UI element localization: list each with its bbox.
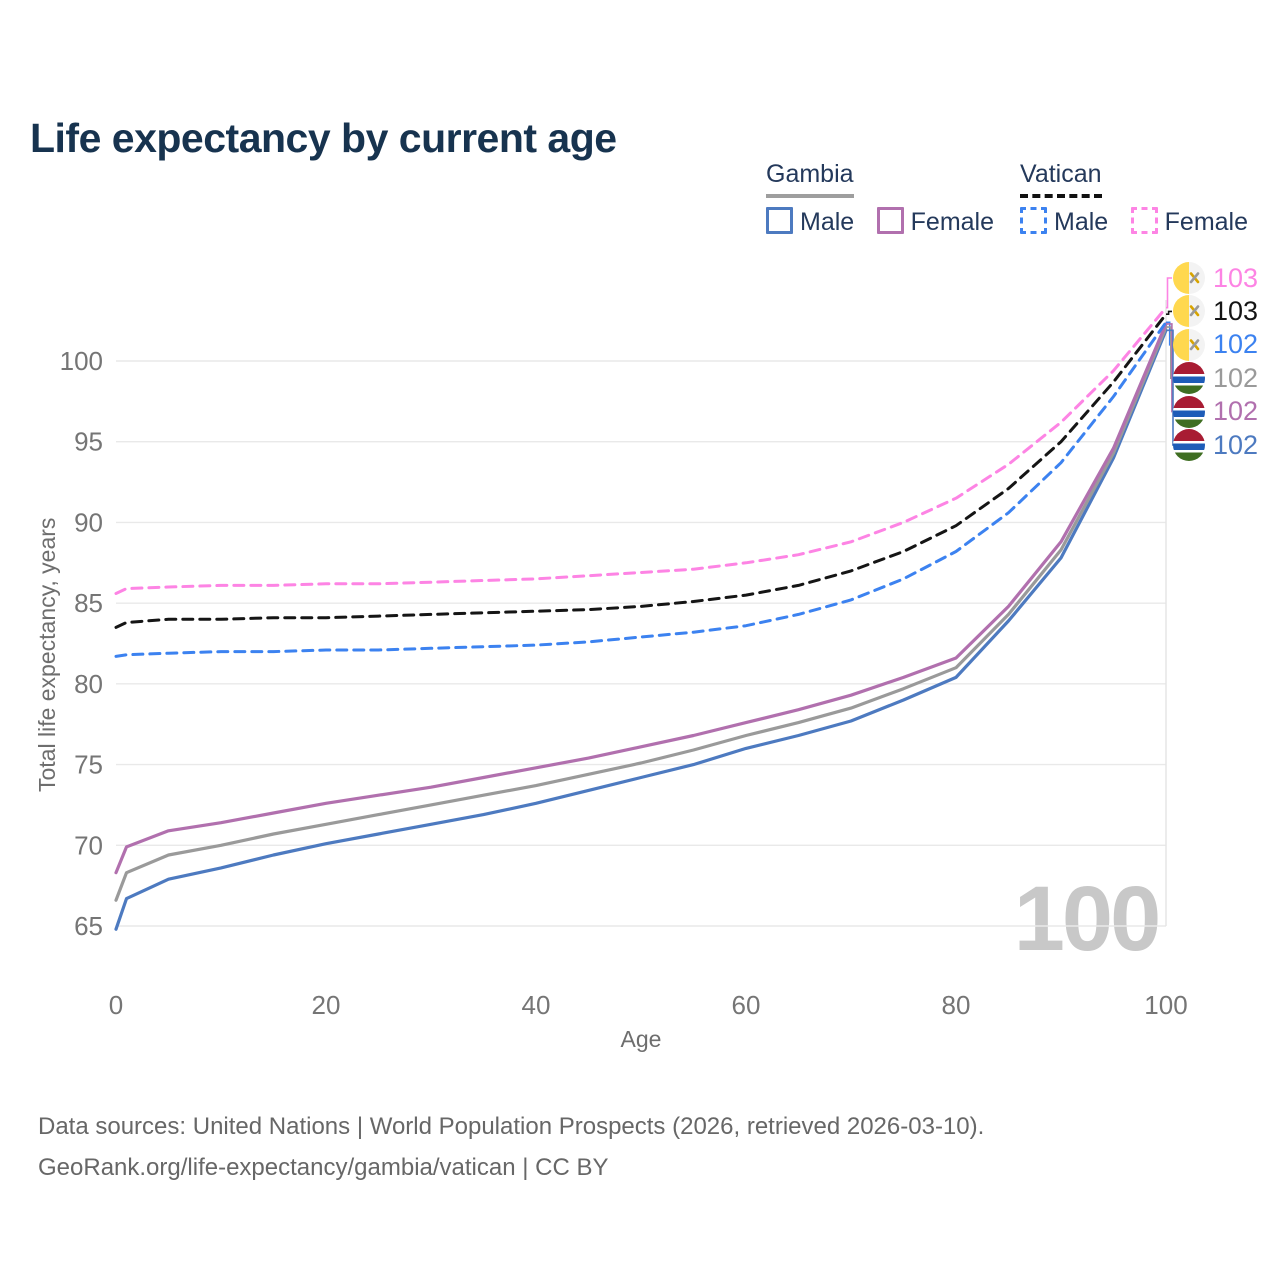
end-label-value: 102 xyxy=(1213,362,1259,393)
footer: Data sources: United Nations | World Pop… xyxy=(38,1106,984,1188)
legend-item-vatican-female[interactable]: Female xyxy=(1130,207,1249,237)
y-tick-label: 75 xyxy=(74,750,103,780)
end-label-vatican_both: 103 xyxy=(1173,295,1259,328)
legend-item-vatican-male[interactable]: Male xyxy=(1020,207,1108,237)
y-tick-label: 70 xyxy=(74,830,103,860)
x-tick-label: 80 xyxy=(942,990,971,1020)
series-line-gambia_female xyxy=(114,322,1168,875)
end-label-value: 102 xyxy=(1213,396,1259,427)
series-line-vatican_male xyxy=(114,320,1168,658)
end-label-gambia_male: 102 xyxy=(1173,429,1258,461)
end-label-value: 102 xyxy=(1213,329,1259,360)
footer-attribution: GeoRank.org/life-expectancy/gambia/vatic… xyxy=(38,1154,609,1181)
end-label-value: 102 xyxy=(1213,429,1259,460)
y-tick-label: 90 xyxy=(74,507,103,537)
vatican-flag-icon xyxy=(1173,295,1205,328)
series-line-gambia_male xyxy=(114,328,1168,931)
y-tick-label: 65 xyxy=(74,911,103,941)
y-tick-label: 95 xyxy=(74,427,103,457)
legend-item-label: Male xyxy=(1054,208,1109,236)
x-tick-label: 100 xyxy=(1144,990,1187,1020)
end-label-vatican_male: 102 xyxy=(1173,328,1259,361)
x-axis-title: Age xyxy=(620,1026,662,1052)
legend-item-gambia-male[interactable]: Male xyxy=(766,207,854,237)
gambia-flag-icon xyxy=(1173,395,1205,428)
footer-sources: Data sources: United Nations | World Pop… xyxy=(38,1113,985,1140)
end-label-vatican_female: 103 xyxy=(1173,262,1258,294)
legend-item-label: Female xyxy=(1164,208,1249,236)
leader-line-gambia_male xyxy=(1166,329,1174,446)
leader-line-vatican_female xyxy=(1166,277,1172,309)
y-tick-label: 85 xyxy=(74,588,103,618)
legend-country-gambia: Gambia xyxy=(766,160,854,198)
series-line-vatican_both xyxy=(114,312,1168,629)
watermark-age: 100 xyxy=(1014,868,1159,970)
x-tick-label: 60 xyxy=(732,990,761,1020)
x-tick-label: 40 xyxy=(522,990,551,1020)
legend-group-gambia: Gambia Male Female xyxy=(766,160,1012,237)
series-line-gambia_both xyxy=(114,325,1168,902)
legend-item-gambia-female[interactable]: Female xyxy=(876,207,995,237)
gambia-male-swatch-icon xyxy=(766,207,793,234)
leader-line-gambia_female xyxy=(1166,323,1173,413)
end-label-value: 103 xyxy=(1213,295,1259,326)
y-axis-title: Total life expectancy, years xyxy=(34,517,60,792)
x-tick-label: 20 xyxy=(312,990,341,1020)
page-title: Life expectancy by current age xyxy=(30,115,617,162)
y-tick-label: 100 xyxy=(60,346,103,376)
vatican-male-swatch-icon xyxy=(1020,207,1047,234)
legend-item-label: Female xyxy=(910,208,995,236)
vatican-female-swatch-icon xyxy=(1130,207,1158,234)
end-label-gambia_both: 102 xyxy=(1173,362,1259,395)
gambia-female-swatch-icon xyxy=(876,207,904,234)
legend-country-vatican: Vatican xyxy=(1020,160,1102,198)
gambia-flag-icon xyxy=(1173,429,1205,461)
x-tick-label: 0 xyxy=(109,990,123,1020)
leader-line-vatican_both xyxy=(1166,310,1172,315)
end-label-gambia_female: 102 xyxy=(1173,395,1259,428)
y-tick-label: 80 xyxy=(74,669,103,699)
series-line-vatican_female xyxy=(114,306,1168,595)
legend-group-vatican: Vatican Male Female xyxy=(1020,160,1266,237)
vatican-flag-icon xyxy=(1173,262,1205,294)
gambia-flag-icon xyxy=(1173,362,1205,395)
vatican-flag-icon xyxy=(1173,328,1205,361)
end-label-value: 103 xyxy=(1213,262,1259,293)
legend-item-label: Male xyxy=(800,208,855,236)
